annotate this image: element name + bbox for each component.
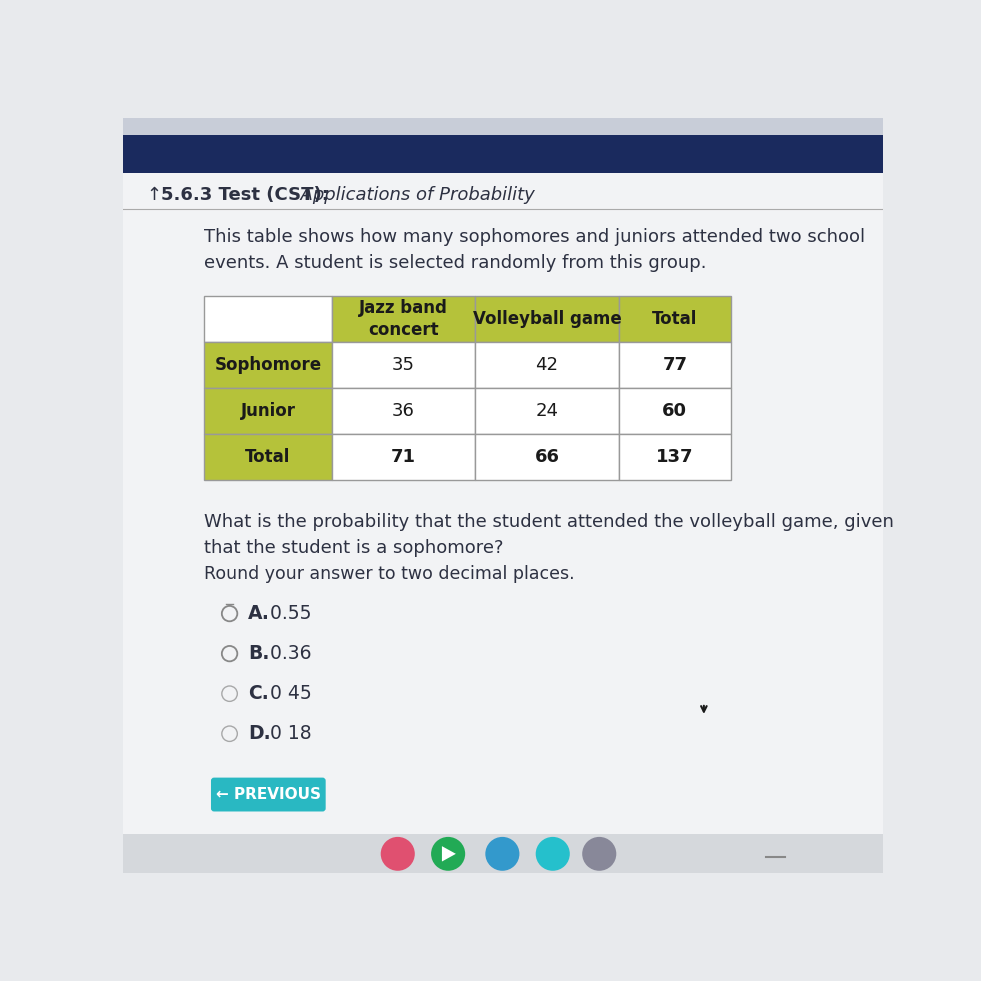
FancyBboxPatch shape	[619, 341, 731, 388]
Text: Round your answer to two decimal places.: Round your answer to two decimal places.	[204, 565, 575, 583]
FancyBboxPatch shape	[475, 435, 619, 481]
Text: Total: Total	[245, 448, 290, 466]
Text: ← PREVIOUS: ← PREVIOUS	[216, 787, 321, 802]
Text: A.: A.	[248, 604, 270, 623]
Text: 35: 35	[392, 356, 415, 374]
FancyBboxPatch shape	[475, 388, 619, 435]
FancyBboxPatch shape	[211, 778, 326, 811]
FancyBboxPatch shape	[204, 295, 332, 341]
Polygon shape	[441, 847, 456, 861]
FancyBboxPatch shape	[619, 295, 731, 341]
Text: 5.6.3 Test (CST):: 5.6.3 Test (CST):	[162, 185, 330, 204]
Text: D.: D.	[248, 724, 271, 744]
FancyBboxPatch shape	[123, 118, 883, 134]
FancyBboxPatch shape	[204, 341, 332, 388]
Text: 60: 60	[662, 402, 688, 420]
Text: Applications of Probability: Applications of Probability	[289, 185, 535, 204]
Circle shape	[381, 837, 415, 871]
FancyBboxPatch shape	[332, 388, 475, 435]
Circle shape	[431, 837, 465, 871]
Circle shape	[486, 837, 519, 871]
Text: 66: 66	[535, 448, 559, 466]
FancyBboxPatch shape	[332, 295, 475, 341]
Text: 0 45: 0 45	[265, 684, 312, 703]
Text: 42: 42	[536, 356, 558, 374]
Text: 0.55: 0.55	[265, 604, 312, 623]
FancyBboxPatch shape	[475, 341, 619, 388]
Text: 36: 36	[392, 402, 415, 420]
FancyBboxPatch shape	[619, 388, 731, 435]
FancyBboxPatch shape	[123, 174, 883, 873]
Text: ↑: ↑	[146, 185, 161, 204]
Text: 137: 137	[656, 448, 694, 466]
Text: Jazz band
concert: Jazz band concert	[359, 298, 448, 338]
FancyBboxPatch shape	[204, 388, 332, 435]
FancyBboxPatch shape	[332, 341, 475, 388]
FancyBboxPatch shape	[123, 834, 883, 873]
Text: Volleyball game: Volleyball game	[473, 310, 621, 328]
Circle shape	[582, 837, 616, 871]
Text: C.: C.	[248, 684, 269, 703]
Text: Total: Total	[652, 310, 697, 328]
Text: 71: 71	[391, 448, 416, 466]
FancyBboxPatch shape	[123, 134, 883, 174]
Text: 24: 24	[536, 402, 558, 420]
Text: 0 18: 0 18	[265, 724, 312, 744]
Text: What is the probability that the student attended the volleyball game, given
tha: What is the probability that the student…	[204, 513, 894, 557]
Text: Junior: Junior	[240, 402, 295, 420]
FancyBboxPatch shape	[619, 435, 731, 481]
Text: Sophomore: Sophomore	[215, 356, 322, 374]
Text: B.: B.	[248, 645, 270, 663]
Circle shape	[536, 837, 570, 871]
Text: This table shows how many sophomores and juniors attended two school
events. A s: This table shows how many sophomores and…	[204, 228, 865, 273]
FancyBboxPatch shape	[332, 435, 475, 481]
Text: 77: 77	[662, 356, 688, 374]
FancyBboxPatch shape	[204, 435, 332, 481]
FancyBboxPatch shape	[475, 295, 619, 341]
Text: 0.36: 0.36	[265, 645, 312, 663]
